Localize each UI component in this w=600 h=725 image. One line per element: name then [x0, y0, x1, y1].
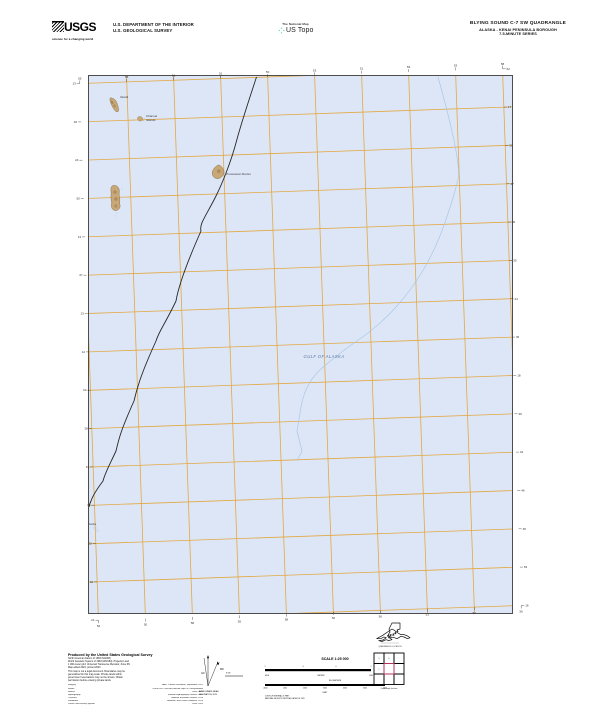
svg-text:45: 45: [523, 527, 527, 531]
svg-text:46: 46: [74, 120, 78, 124]
svg-text:64: 64: [83, 388, 87, 392]
svg-text:50: 50: [76, 197, 80, 201]
svg-text:47: 47: [79, 273, 83, 277]
svg-text:13: 13: [78, 235, 82, 239]
svg-text:53: 53: [524, 565, 528, 569]
svg-text:45: 45: [516, 335, 520, 339]
svg-text:Island: Island: [120, 95, 129, 99]
svg-text:16: 16: [525, 604, 529, 608]
svg-text:METERS: METERS: [317, 675, 325, 677]
svg-text:NATIONAL GEODETIC VERTICAL DAT: NATIONAL GEODETIC VERTICAL DATUM OF 1929: [265, 697, 305, 699]
svg-text:51: 51: [219, 72, 223, 76]
svg-text:QUADRANGLE LOCATION: QUADRANGLE LOCATION: [378, 645, 402, 648]
svg-text:4000: 4000: [343, 688, 347, 690]
svg-text:1: 1: [378, 669, 380, 671]
svg-text:58: 58: [501, 62, 505, 66]
svg-text:18: 18: [517, 374, 521, 378]
svg-text:3000: 3000: [323, 688, 327, 690]
svg-text:Islands: Islands: [146, 118, 156, 122]
svg-text:50: 50: [266, 70, 270, 74]
svg-text:0.5000: 0.5000: [263, 688, 268, 690]
svg-text:36: 36: [519, 412, 523, 416]
svg-text:SCALE 1:25 000: SCALE 1:25 000: [321, 657, 348, 661]
svg-text:Procession Rocks: Procession Rocks: [226, 172, 251, 176]
svg-text:GULF OF ALASKA: GULF OF ALASKA: [304, 354, 345, 359]
svg-text:1: 1: [265, 666, 266, 668]
svg-text:5: 5: [378, 658, 380, 660]
svg-text:Quadrangle location: Quadrangle location: [381, 687, 398, 690]
svg-text:5000: 5000: [363, 688, 367, 690]
svg-text:53: 53: [313, 68, 317, 72]
svg-text:55: 55: [78, 77, 82, 81]
svg-text:51: 51: [360, 67, 364, 71]
svg-text:46: 46: [512, 220, 516, 224]
svg-text:13: 13: [80, 312, 84, 316]
svg-text:53: 53: [454, 63, 458, 67]
svg-text:0: 0: [336, 666, 337, 668]
svg-text:6: 6: [388, 658, 390, 660]
svg-text:28: 28: [84, 427, 88, 431]
svg-text:MN: MN: [220, 669, 224, 671]
svg-text:GN: GN: [201, 673, 205, 675]
svg-text:46: 46: [521, 489, 525, 493]
svg-text:2000: 2000: [303, 688, 307, 690]
svg-text:KILOMETERS: KILOMETERS: [329, 680, 342, 682]
svg-text:62: 62: [507, 67, 511, 71]
svg-text:44: 44: [520, 450, 524, 454]
svg-text:56: 56: [407, 65, 411, 69]
svg-text:MILS: MILS: [265, 675, 270, 677]
svg-text:0°26': 0°26': [226, 673, 231, 675]
svg-text:24: 24: [515, 297, 519, 301]
svg-text:13: 13: [72, 82, 76, 86]
svg-text:.5: .5: [302, 666, 304, 668]
svg-text:1000: 1000: [283, 688, 287, 690]
svg-text:Seal Rocks: Seal Rocks: [89, 522, 97, 526]
svg-text:12: 12: [82, 350, 86, 354]
svg-text:35: 35: [513, 259, 517, 263]
svg-text:24: 24: [75, 158, 79, 162]
svg-text:FEET: FEET: [323, 692, 329, 694]
